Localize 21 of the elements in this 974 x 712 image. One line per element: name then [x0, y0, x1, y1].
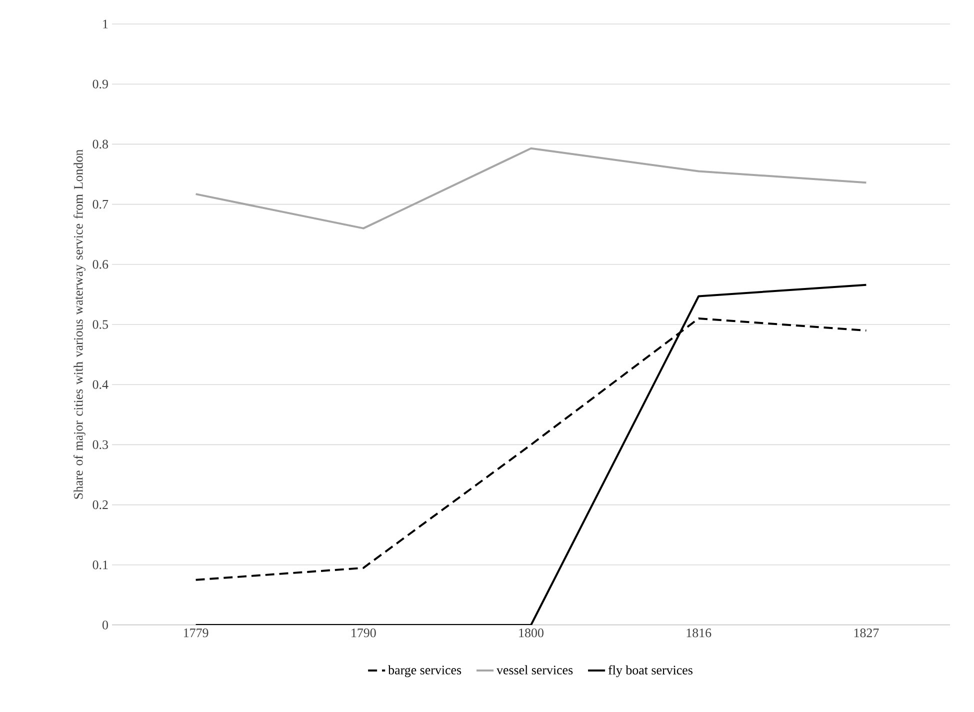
y-tick-label: 0.8 — [92, 140, 108, 149]
y-tick-label: 0.6 — [92, 260, 108, 269]
x-tick-label: 1827 — [854, 628, 879, 638]
x-tick-label: 1816 — [686, 628, 712, 638]
y-tick-label: 0.1 — [92, 560, 108, 570]
x-tick-label: 1790 — [352, 628, 376, 638]
line-series — [194, 147, 868, 230]
x-tick-label: 1779 — [184, 628, 208, 638]
legend-label: barge services — [388, 665, 462, 678]
legend-label: fly boat services — [608, 665, 692, 678]
y-tick-label: 0.2 — [92, 500, 108, 510]
y-axis-title: Share of major cities with various waterway service from London — [74, 150, 86, 499]
y-tick-label: 0.5 — [92, 320, 108, 329]
y-tick-label: 0.4 — [92, 380, 108, 389]
legend-label: vessel services — [496, 665, 573, 674]
y-tick-label: 0.9 — [92, 80, 108, 88]
y-tick-label: 0 — [102, 620, 108, 630]
y-tick-label: 0.7 — [92, 200, 108, 209]
y-tick-label: 0.3 — [92, 440, 108, 450]
y-tick-label: 1 — [103, 20, 108, 28]
x-tick-label: 1800 — [519, 628, 544, 638]
